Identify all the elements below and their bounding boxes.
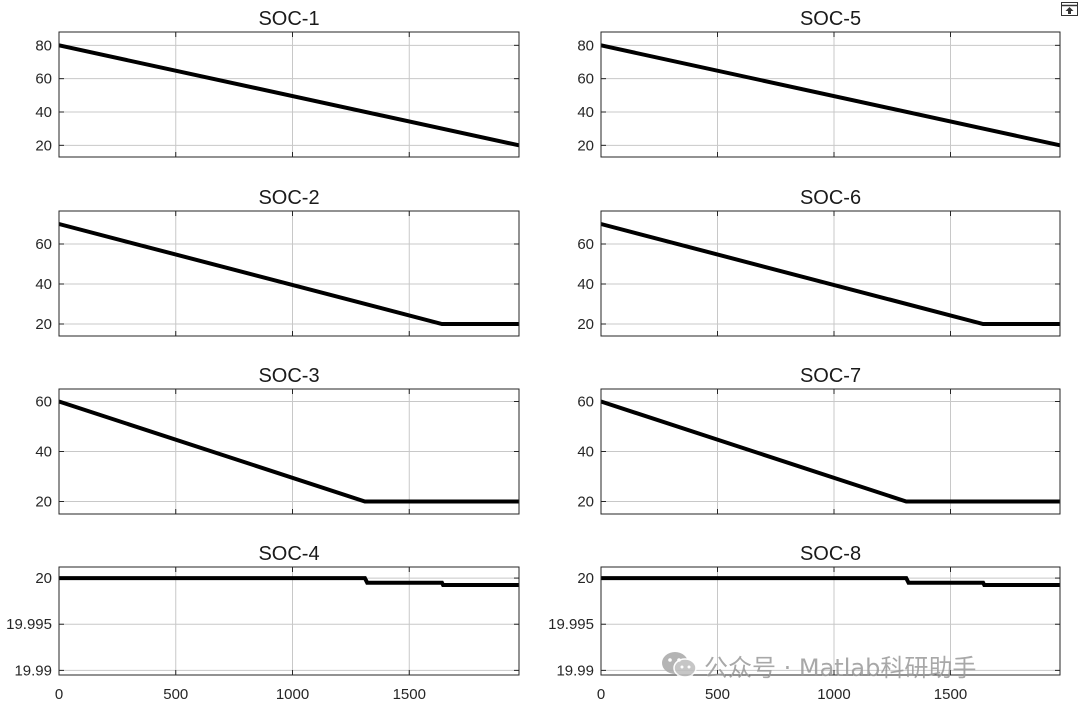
x-tick-label: 500 bbox=[163, 686, 188, 703]
subplot-title: SOC-1 bbox=[258, 8, 319, 30]
axes-frame bbox=[600, 210, 1061, 337]
y-tick-label: 40 bbox=[35, 276, 52, 293]
y-tick-label: 60 bbox=[35, 71, 52, 88]
x-tick-label: 1500 bbox=[393, 686, 426, 703]
y-tick-label: 60 bbox=[577, 236, 594, 253]
series-line bbox=[58, 399, 519, 504]
subplot-title: SOC-8 bbox=[800, 543, 861, 565]
axes-frame bbox=[600, 388, 1061, 515]
y-tick-label: 20 bbox=[577, 570, 594, 587]
axes-frame bbox=[58, 388, 520, 515]
series-line bbox=[600, 399, 1060, 504]
subplot-title: SOC-6 bbox=[800, 187, 861, 209]
series-line bbox=[58, 43, 520, 148]
subplot-4: 19.99 19.995 20 0 500 1000 1500 SOC-4 bbox=[6, 543, 520, 703]
subplot-1: 20 40 60 80 SOC-1 bbox=[35, 8, 520, 158]
subplot-6: 20 40 60 SOC-6 bbox=[577, 187, 1061, 337]
y-tick-label: 40 bbox=[577, 444, 594, 461]
subplot-3: 20 40 60 SOC-3 bbox=[35, 365, 520, 515]
y-tick-label: 19.995 bbox=[6, 616, 52, 633]
x-tick-label: 1000 bbox=[276, 686, 309, 703]
series-line bbox=[58, 222, 519, 326]
y-tick-label: 20 bbox=[35, 570, 52, 587]
subplot-title: SOC-7 bbox=[800, 365, 861, 387]
wechat-icon bbox=[662, 652, 697, 678]
subplot-title: SOC-2 bbox=[258, 187, 319, 209]
subplot-2: 20 40 60 SOC-2 bbox=[35, 187, 520, 337]
y-tick-label: 60 bbox=[577, 394, 594, 411]
y-tick-label: 20 bbox=[35, 137, 52, 154]
x-tick-label: 0 bbox=[55, 686, 63, 703]
series-line bbox=[600, 43, 1061, 148]
axes-background bbox=[600, 210, 1061, 337]
y-tick-label: 20 bbox=[35, 494, 52, 511]
subplot-7: 20 40 60 SOC-7 bbox=[577, 365, 1061, 515]
axes-frame bbox=[600, 31, 1061, 158]
x-tick-label: 0 bbox=[597, 686, 605, 703]
y-tick-label: 80 bbox=[35, 37, 52, 54]
x-tick-label: 1000 bbox=[817, 686, 850, 703]
watermark-text: 公众号 · Matlab科研助手 bbox=[704, 653, 977, 682]
y-tick-label: 40 bbox=[35, 444, 52, 461]
y-tick-label: 60 bbox=[35, 394, 52, 411]
export-icon[interactable] bbox=[1061, 2, 1078, 16]
y-tick-label: 40 bbox=[35, 104, 52, 121]
y-tick-label: 40 bbox=[577, 276, 594, 293]
y-tick-label: 20 bbox=[35, 316, 52, 333]
x-tick-label: 500 bbox=[705, 686, 730, 703]
subplot-title: SOC-4 bbox=[258, 543, 319, 565]
y-tick-label: 19.995 bbox=[548, 616, 594, 633]
x-tick-label: 1500 bbox=[934, 686, 967, 703]
y-tick-label: 19.99 bbox=[556, 662, 594, 679]
subplot-5: 20 40 60 80 SOC-5 bbox=[577, 8, 1061, 158]
y-tick-label: 20 bbox=[577, 494, 594, 511]
subplot-title: SOC-3 bbox=[258, 365, 319, 387]
watermark: 公众号 · Matlab科研助手 bbox=[660, 648, 976, 682]
y-tick-label: 20 bbox=[577, 316, 594, 333]
y-tick-label: 40 bbox=[577, 104, 594, 121]
y-tick-label: 80 bbox=[577, 37, 594, 54]
axes-frame bbox=[600, 566, 1061, 676]
series-line bbox=[59, 576, 519, 587]
y-tick-label: 20 bbox=[577, 137, 594, 154]
axes-frame bbox=[58, 210, 520, 337]
subplot-title: SOC-5 bbox=[800, 8, 861, 30]
series-line bbox=[600, 222, 1060, 326]
axes-frame bbox=[58, 566, 520, 676]
axes-frame bbox=[58, 31, 520, 158]
y-tick-label: 60 bbox=[35, 236, 52, 253]
series-line bbox=[601, 576, 1060, 587]
y-tick-label: 60 bbox=[577, 71, 594, 88]
axes-background bbox=[58, 210, 520, 337]
y-tick-label: 19.99 bbox=[14, 662, 52, 679]
